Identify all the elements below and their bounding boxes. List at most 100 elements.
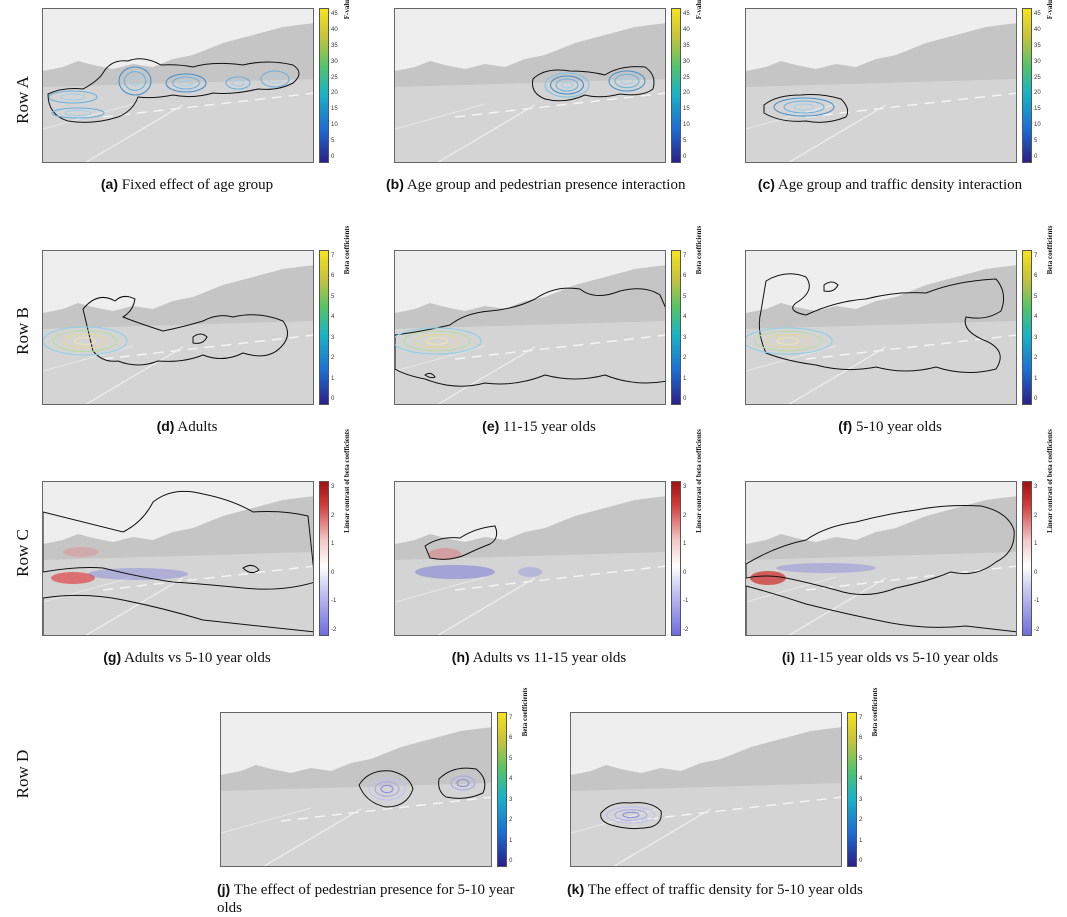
colorbar-tick: 0 [331, 396, 335, 402]
road-surface [571, 783, 841, 866]
significance-outline [600, 802, 662, 830]
contour-line [60, 93, 86, 101]
significance-outline [823, 281, 839, 292]
road-surface [746, 321, 1016, 404]
caption: (g) Adults vs 5-10 year olds [103, 649, 271, 666]
road-surface [43, 79, 313, 162]
heatmap-svg [395, 251, 665, 404]
colorbar-tick: 1 [1034, 541, 1038, 548]
heat-blob [750, 571, 786, 585]
heatmap-image [394, 250, 666, 405]
significance-outline [746, 585, 1016, 635]
lane-marking [805, 92, 1016, 118]
colorbar-title: Beta coefficients [695, 225, 703, 275]
colorbar-title: F-value [343, 0, 351, 20]
colorbar-tick: 10 [331, 122, 338, 129]
road-edge [263, 808, 362, 866]
colorbar-tick: 1 [683, 375, 687, 382]
colorbar-tick: 1 [331, 375, 335, 382]
tree-line [395, 265, 665, 331]
contour-line [606, 806, 656, 824]
heat-blob [51, 572, 95, 584]
colorbar-tick: -2 [683, 627, 689, 633]
caption: (a) Fixed effect of age group [100, 176, 274, 193]
tree-line [746, 496, 1016, 562]
colorbar-tick: 1 [509, 837, 513, 844]
tree-line [221, 727, 491, 793]
colorbar [1022, 481, 1032, 636]
road-surface [395, 79, 665, 162]
colorbar-tick: 45 [1034, 11, 1041, 17]
colorbar-ticks: 7 6 5 4 3 2 1 0 [330, 250, 342, 405]
colorbar-tick: 7 [331, 253, 335, 259]
contour-line [765, 333, 811, 349]
heatmap-image [570, 712, 842, 867]
colorbar-tick: 0 [509, 858, 513, 864]
contour-line [544, 72, 590, 98]
contour-line [368, 777, 406, 801]
contour-line [560, 81, 574, 89]
colorbar [847, 712, 857, 867]
row-label-b: Row B [13, 307, 32, 355]
significance-outline [358, 770, 414, 808]
colorbar-tick: 35 [331, 42, 338, 49]
colorbar-tick: 6 [1034, 273, 1038, 280]
colorbar-tick: 2 [859, 817, 863, 824]
contour-line [793, 103, 815, 111]
heatmap-svg [746, 9, 1016, 162]
contour-line [64, 109, 92, 117]
colorbar [319, 481, 329, 636]
colorbar-tick: 5 [683, 138, 687, 145]
road-edge [788, 346, 887, 404]
colorbar-tick: 25 [683, 74, 690, 81]
contour-line [395, 327, 482, 355]
colorbar-ticks: 45 40 35 30 25 20 15 10 5 0 [1033, 8, 1045, 163]
colorbar-ticks: 3 2 1 0 -1 -2 [682, 481, 694, 636]
contour-line [73, 336, 97, 346]
colorbar-tick: 5 [859, 755, 863, 762]
heatmap-svg [43, 251, 313, 404]
colorbar-tick: 0 [1034, 154, 1038, 160]
colorbar-tick: 6 [509, 735, 513, 742]
heatmap-svg [746, 482, 1016, 635]
road-surface [221, 783, 491, 866]
colorbar-tick: 0 [683, 154, 687, 160]
lane-marking [454, 92, 665, 118]
colorbar-title: Beta coefficients [871, 687, 879, 737]
colorbar-tick: 2 [331, 512, 335, 519]
tree-line [395, 496, 665, 562]
contour-line [380, 784, 394, 794]
colorbar-title: Beta coefficients [1046, 225, 1054, 275]
tree-line [43, 496, 313, 562]
road-edge [437, 577, 536, 635]
heatmap-image [220, 712, 492, 867]
colorbar-tick: 40 [1034, 26, 1041, 33]
road-edge [571, 807, 662, 834]
road-surface [746, 552, 1016, 635]
road-edge [788, 104, 887, 162]
contour-line [425, 337, 449, 345]
tree-line [746, 23, 1016, 89]
heatmap-svg [43, 9, 313, 162]
contour-line [165, 73, 207, 93]
colorbar [671, 250, 681, 405]
colorbar-tick: 6 [683, 273, 687, 280]
colorbar-tick: 2 [331, 355, 335, 362]
contour-line [51, 107, 105, 119]
contour-line [622, 811, 640, 819]
colorbar-ticks: 7 6 5 4 3 2 1 0 [1033, 250, 1045, 405]
contour-line [555, 78, 579, 92]
colorbar-tick: 2 [1034, 355, 1038, 362]
contour-line [48, 90, 98, 104]
road-edge [85, 346, 184, 404]
colorbar-tick: 5 [509, 755, 513, 762]
lane-marking [102, 334, 313, 360]
colorbar-tick: 20 [683, 90, 690, 97]
contour-line [123, 71, 147, 91]
contour-line [608, 70, 646, 92]
heat-blob [63, 547, 99, 557]
contour-line [549, 75, 585, 95]
colorbar-tick: 5 [331, 138, 335, 145]
tree-line [571, 727, 841, 793]
colorbar-tick: 3 [331, 484, 335, 490]
